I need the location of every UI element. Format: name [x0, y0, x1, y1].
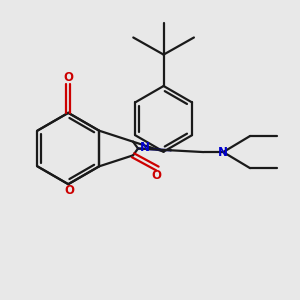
Text: O: O	[63, 71, 73, 84]
Text: O: O	[151, 169, 161, 182]
Text: O: O	[65, 184, 75, 197]
Text: N: N	[140, 140, 150, 154]
Text: N: N	[218, 146, 228, 159]
